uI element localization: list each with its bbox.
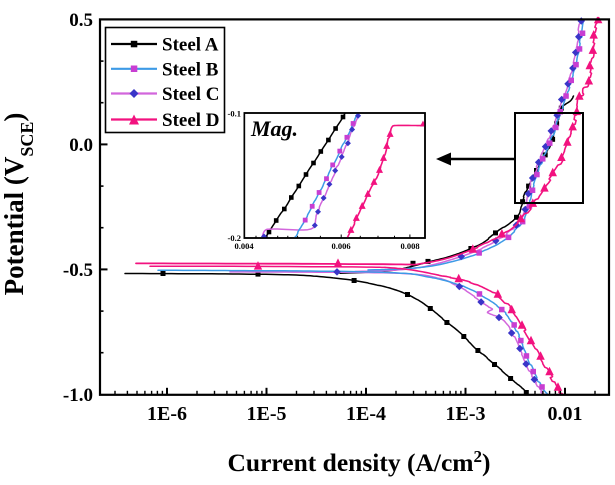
svg-text:1E-3: 1E-3 bbox=[446, 403, 486, 425]
svg-text:Steel D: Steel D bbox=[162, 110, 220, 131]
svg-text:-0.1: -0.1 bbox=[228, 109, 241, 119]
svg-text:0.5: 0.5 bbox=[69, 10, 93, 31]
svg-text:0.0: 0.0 bbox=[69, 135, 93, 156]
svg-text:Steel B: Steel B bbox=[162, 59, 219, 80]
svg-text:1E-6: 1E-6 bbox=[147, 403, 187, 425]
svg-text:0.01: 0.01 bbox=[548, 403, 583, 425]
svg-text:0.004: 0.004 bbox=[234, 241, 254, 251]
svg-text:Mag.: Mag. bbox=[250, 116, 298, 141]
svg-text:Steel C: Steel C bbox=[162, 84, 220, 105]
svg-text:-0.2: -0.2 bbox=[228, 233, 241, 243]
svg-text:-1.0: -1.0 bbox=[63, 385, 93, 406]
svg-text:0.008: 0.008 bbox=[400, 241, 419, 251]
svg-text:1E-4: 1E-4 bbox=[346, 403, 386, 425]
svg-text:-0.5: -0.5 bbox=[63, 260, 93, 281]
svg-text:0.006: 0.006 bbox=[331, 241, 350, 251]
svg-text:Steel A: Steel A bbox=[162, 35, 219, 56]
svg-text:Current density (A/cm2): Current density (A/cm2) bbox=[228, 447, 491, 478]
svg-text:1E-5: 1E-5 bbox=[247, 403, 287, 425]
